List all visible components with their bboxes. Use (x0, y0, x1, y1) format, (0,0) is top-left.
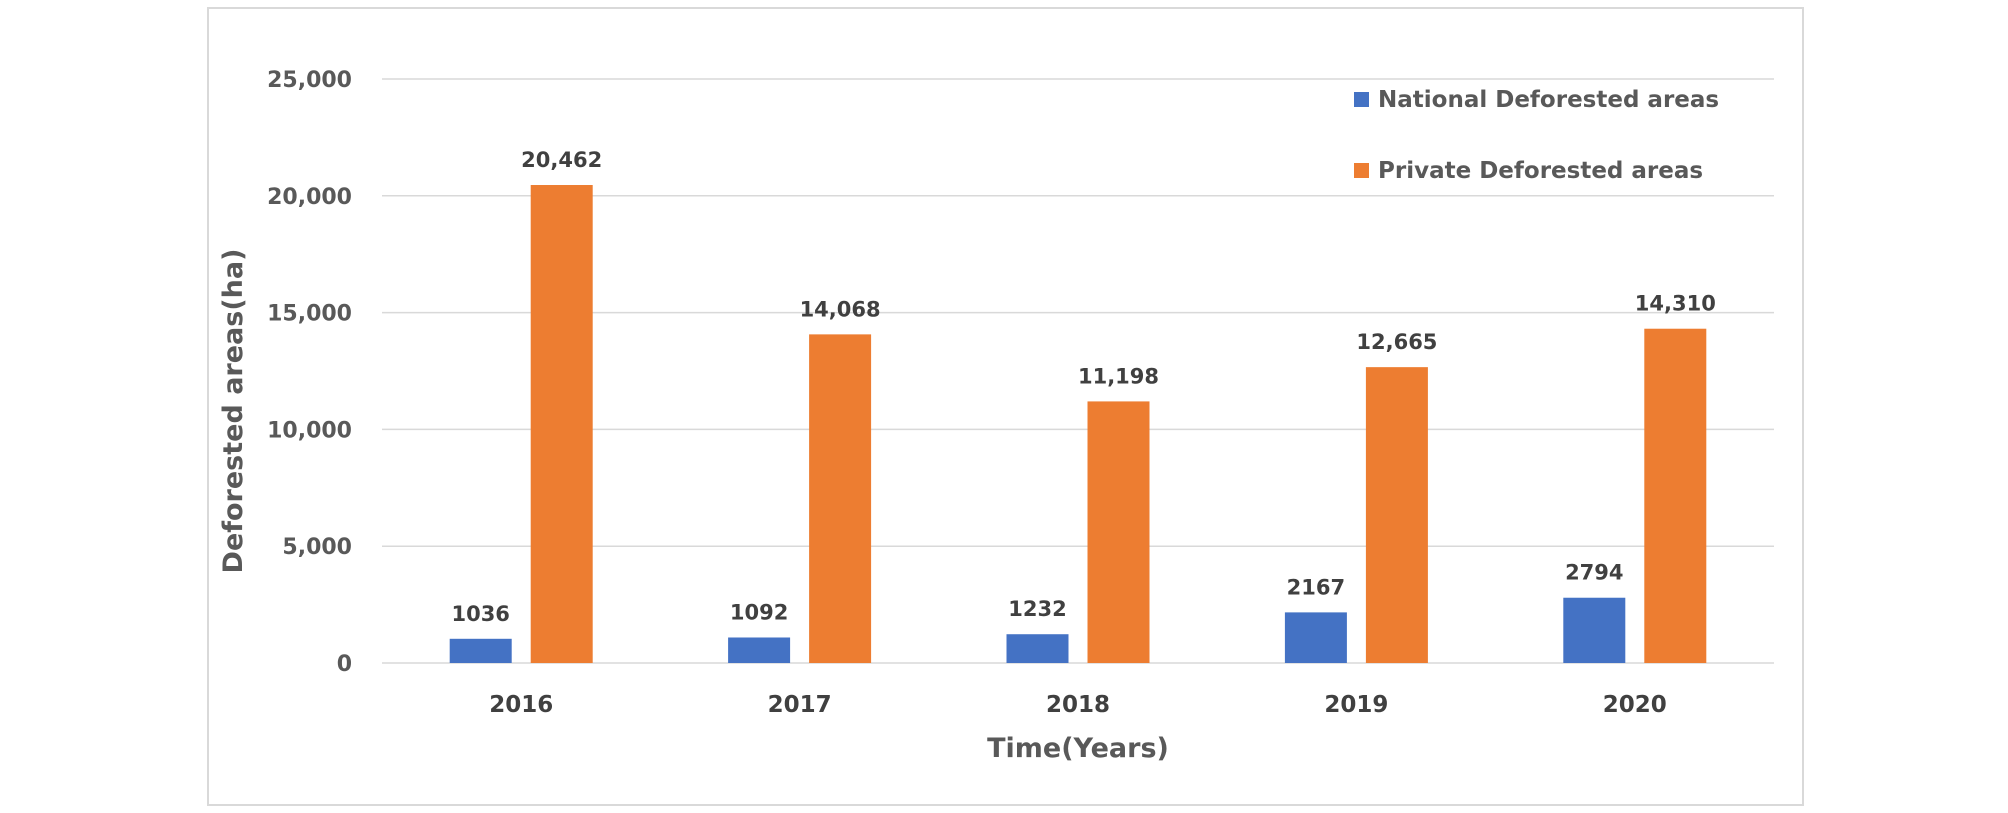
chart-frame (207, 7, 1804, 806)
legend-label-private: Private Deforested areas (1378, 158, 1703, 184)
data-label-private-2019: 12,665 (1356, 330, 1437, 354)
x-tick-label-2016: 2016 (489, 692, 553, 718)
data-label-national-2020: 2794 (1565, 561, 1623, 585)
bar-private-2019 (1365, 367, 1428, 663)
x-tick-label-2019: 2019 (1324, 692, 1388, 718)
bar-national-2018 (1006, 634, 1069, 663)
bar-national-2016 (449, 638, 512, 663)
data-label-private-2016: 20,462 (521, 148, 602, 172)
y-tick-label-20000: 20,000 (267, 185, 352, 210)
y-tick-label-25000: 25,000 (267, 68, 352, 93)
x-axis-title: Time(Years) (987, 733, 1169, 764)
y-tick-label-0: 0 (337, 652, 352, 677)
data-label-national-2016: 1036 (451, 602, 509, 626)
bar-private-2017 (809, 334, 872, 663)
data-label-national-2017: 1092 (730, 600, 788, 624)
x-tick-label-2020: 2020 (1603, 692, 1667, 718)
data-label-national-2019: 2167 (1287, 575, 1345, 599)
data-label-private-2017: 14,068 (800, 297, 881, 321)
bar-national-2017 (728, 637, 791, 663)
x-tick-label-2017: 2017 (768, 692, 832, 718)
bar-private-2020 (1644, 328, 1707, 663)
bar-national-2019 (1284, 612, 1347, 663)
x-tick-label-2018: 2018 (1046, 692, 1110, 718)
legend-label-national: National Deforested areas (1378, 87, 1719, 113)
legend-swatch-private (1354, 163, 1369, 178)
data-label-private-2020: 14,310 (1635, 292, 1716, 316)
y-tick-label-15000: 15,000 (267, 302, 352, 327)
y-tick-label-10000: 10,000 (267, 418, 352, 443)
bar-private-2018 (1087, 401, 1150, 663)
y-tick-label-5000: 5,000 (282, 535, 352, 560)
y-axis-title: Deforested areas(ha) (218, 249, 249, 574)
bar-private-2016 (530, 185, 593, 663)
data-label-national-2018: 1232 (1008, 597, 1066, 621)
legend-swatch-national (1354, 92, 1369, 107)
bar-national-2020 (1563, 597, 1626, 663)
data-label-private-2018: 11,198 (1078, 364, 1159, 388)
